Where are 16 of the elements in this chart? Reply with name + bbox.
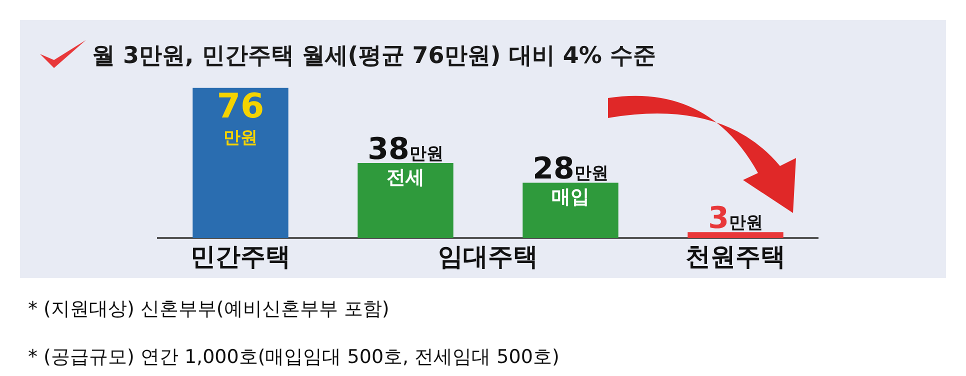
data-label: 28만원 <box>532 152 608 187</box>
bar <box>192 88 288 238</box>
bar <box>688 232 784 238</box>
text: * (지원대상) 신혼부부(예비신혼부부 포함) <box>28 297 390 322</box>
text: 천원주택 <box>686 242 786 271</box>
bar <box>358 162 454 238</box>
data-label: 3만원 <box>708 201 763 236</box>
data-label: 76만원 <box>216 86 264 148</box>
text: 임대주택 <box>438 242 538 271</box>
x-tick-label: 매입 <box>552 186 590 208</box>
x-tick-label: 전세 <box>386 166 424 188</box>
bar <box>522 182 618 238</box>
data-label: 38만원 <box>368 132 444 167</box>
text: * (공급규모) 연간 1,000호(매입임대 500호, 전세임대 500호) <box>28 345 560 370</box>
chart-title: 월 3만원, 민간주택 월세(평균 76만원) 대비 4% 수준 <box>92 42 656 71</box>
text: 민간주택 <box>190 242 290 271</box>
